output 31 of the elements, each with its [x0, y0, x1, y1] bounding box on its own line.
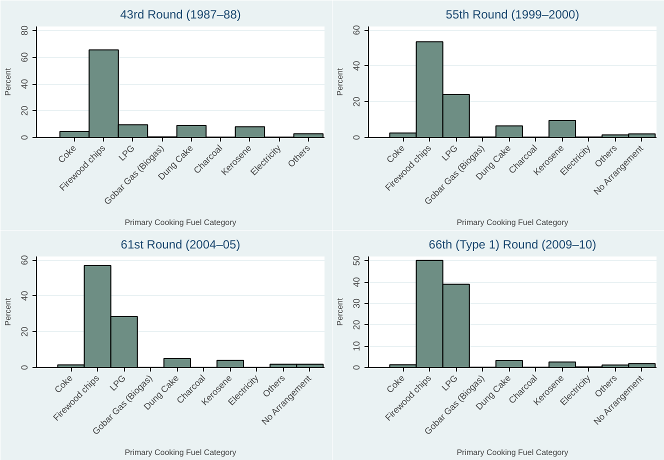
x-axis-title: Primary Cooking Fuel Category	[456, 448, 568, 458]
chart-title: 66th (Type 1) Round (2009–10)	[428, 238, 596, 252]
y-axis-title: Percent	[4, 67, 12, 96]
x-axis-title: Primary Cooking Fuel Category	[456, 218, 568, 228]
y-tick-label: 40	[352, 60, 362, 71]
y-axis-title: Percent	[336, 297, 344, 326]
y-tick-label: 0	[352, 364, 362, 370]
chart-title: 55th Round (1999–2000)	[446, 8, 580, 22]
y-tick-label: 0	[20, 134, 30, 140]
x-axis-title: Primary Cooking Fuel Category	[124, 218, 236, 228]
y-tick-label: 20	[352, 96, 362, 107]
y-tick-label: 50	[352, 256, 362, 266]
y-axis-title: Percent	[336, 67, 344, 96]
y-tick-label: 40	[352, 277, 362, 288]
y-tick-label: 20	[352, 320, 362, 330]
chart-title: 43rd Round (1987–88)	[120, 8, 241, 22]
y-tick-label: 20	[20, 106, 30, 116]
y-axis-title: Percent	[4, 297, 12, 326]
y-tick-label: 0	[352, 134, 362, 140]
y-tick-label: 80	[20, 26, 30, 36]
chart-title: 61st Round (2004–05)	[120, 238, 240, 252]
y-tick-label: 30	[352, 298, 362, 308]
y-tick-label: 60	[20, 52, 30, 62]
y-tick-label: 60	[352, 25, 362, 36]
y-tick-label: 0	[20, 364, 30, 370]
y-tick-label: 40	[20, 78, 30, 90]
x-axis-title: Primary Cooking Fuel Category	[124, 448, 236, 458]
y-tick-label: 20	[20, 326, 30, 337]
y-tick-label: 60	[20, 255, 30, 266]
y-tick-label: 10	[352, 341, 362, 352]
y-tick-label: 40	[20, 290, 30, 301]
